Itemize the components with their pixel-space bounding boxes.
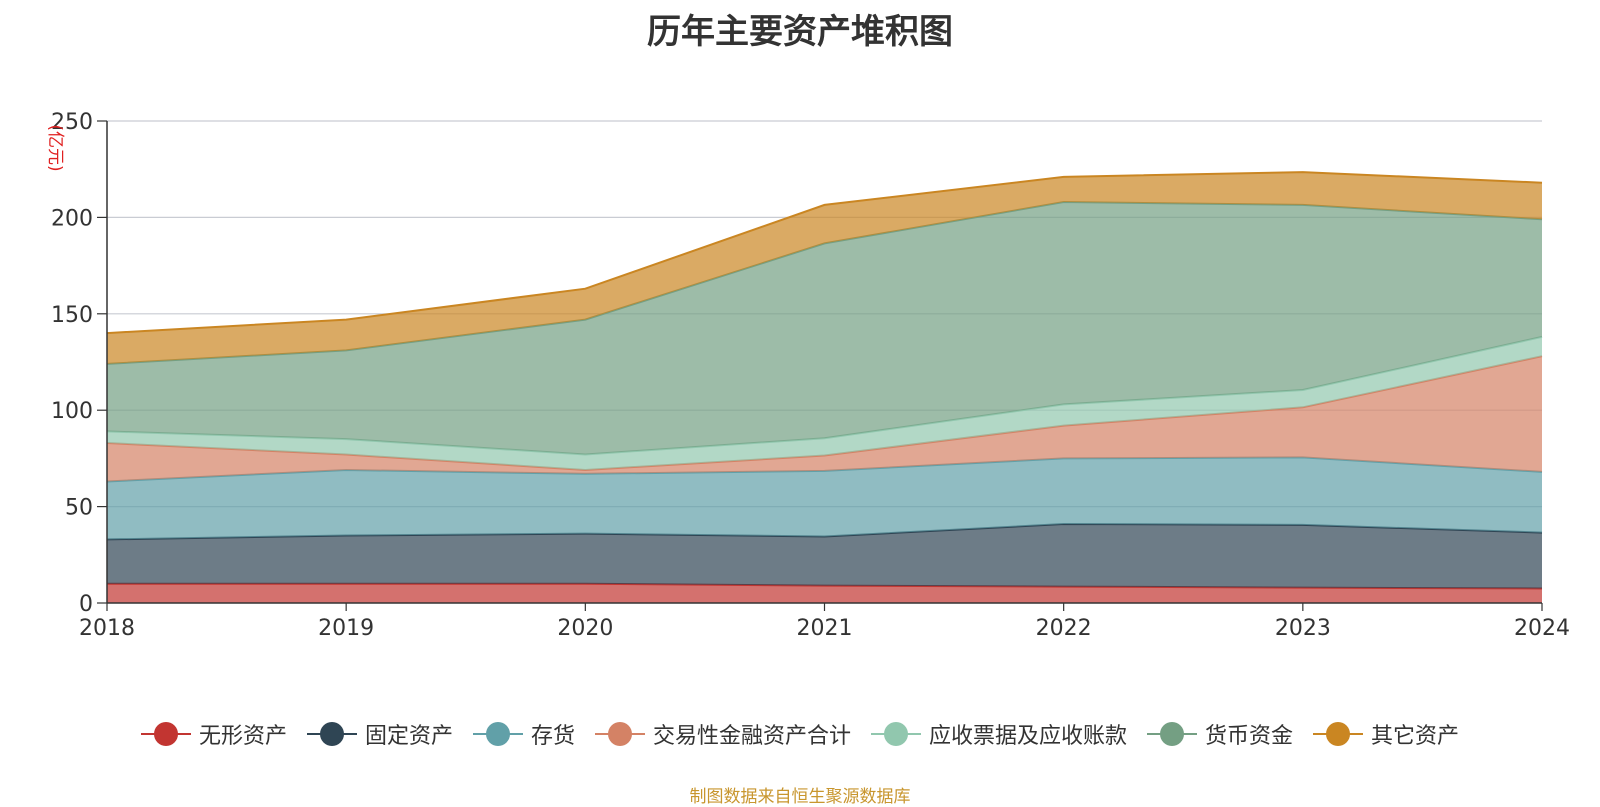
chart-title: 历年主要资产堆积图 <box>647 12 953 52</box>
x-tick-label: 2020 <box>557 616 613 641</box>
legend-marker-icon <box>1147 720 1198 748</box>
axes: 0 50 100 150 200 250 2018 2019 2020 2021 2022 2023 2… <box>51 110 1570 641</box>
legend-label: 存货 <box>530 724 575 749</box>
y-tick-label: 250 <box>51 110 93 135</box>
legend-item-4[interactable]: 应收票据及应收账款 <box>871 718 1127 750</box>
legend-label: 货币资金 <box>1205 724 1294 749</box>
y-tick-label: 0 <box>79 592 93 617</box>
legend-label: 交易性金融资产合计 <box>652 724 851 749</box>
area-series-5 <box>107 202 1542 455</box>
legend-label: 其它资产 <box>1371 724 1460 749</box>
x-tick-label: 2022 <box>1036 616 1092 641</box>
legend: 无形资产 固定资产 存货 交易性金融资产合计 应收票据及应收账款 货币资金 其它资产 <box>0 718 1600 750</box>
x-tick-label: 2023 <box>1275 616 1331 641</box>
x-tick-label: 2019 <box>318 616 374 641</box>
stacked-areas <box>106 171 1543 603</box>
legend-item-6[interactable]: 其它资产 <box>1313 718 1459 750</box>
legend-item-1[interactable]: 固定资产 <box>306 718 453 750</box>
legend-label: 无形资产 <box>198 724 287 749</box>
legend-marker-icon <box>306 720 357 748</box>
x-tick-label: 2018 <box>79 616 135 641</box>
legend-marker-icon <box>472 720 523 748</box>
area-series-3 <box>107 356 1542 482</box>
y-axis-unit-label: (亿元) <box>45 124 65 171</box>
x-tick-label: 2021 <box>797 616 853 641</box>
area-line-series-6 <box>106 171 1543 335</box>
legend-marker-icon <box>594 720 645 748</box>
legend-marker-icon <box>871 720 921 748</box>
source-note: 制图数据来自恒生聚源数据库 <box>689 787 911 807</box>
legend-item-2[interactable]: 存货 <box>472 718 575 750</box>
area-series-2 <box>107 457 1542 540</box>
y-tick-label: 200 <box>51 206 93 231</box>
legend-item-3[interactable]: 交易性金融资产合计 <box>594 718 851 750</box>
area-series-4 <box>107 336 1542 470</box>
y-tick-label: 100 <box>51 399 93 424</box>
legend-marker-icon <box>1313 720 1364 748</box>
x-tick-label: 2024 <box>1514 616 1570 641</box>
legend-item-0[interactable]: 无形资产 <box>140 718 287 750</box>
area-series-1 <box>107 524 1542 589</box>
area-series-0 <box>107 583 1542 603</box>
y-tick-label: 50 <box>65 496 93 521</box>
legend-item-5[interactable]: 货币资金 <box>1147 718 1293 750</box>
area-series-6 <box>107 172 1542 364</box>
legend-label: 应收票据及应收账款 <box>929 724 1128 749</box>
legend-label: 固定资产 <box>364 724 453 749</box>
legend-marker-icon <box>140 720 191 748</box>
y-tick-label: 150 <box>51 303 93 328</box>
